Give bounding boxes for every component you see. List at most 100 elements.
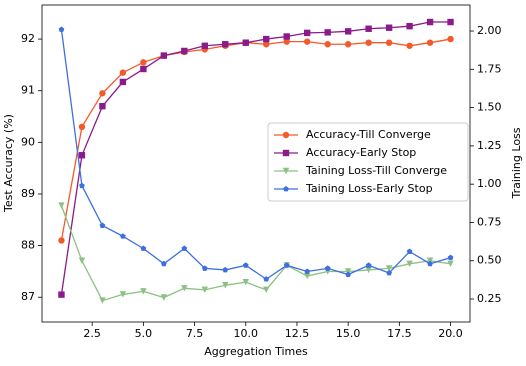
point	[365, 25, 372, 32]
y-tick-label: 90	[21, 135, 35, 148]
point	[385, 24, 393, 31]
y-tick-label: 92	[21, 32, 35, 45]
legend-label: Taining Loss-Till Converge	[305, 164, 447, 177]
point	[201, 42, 209, 49]
y2-axis-label: Training Loss	[510, 127, 523, 199]
point	[99, 222, 106, 228]
point	[344, 268, 352, 275]
legend-marker	[283, 186, 289, 192]
point	[58, 202, 65, 209]
point	[222, 41, 229, 48]
point	[344, 28, 352, 35]
point	[344, 41, 352, 48]
legend-marker	[282, 149, 290, 157]
point	[365, 39, 372, 46]
point	[365, 262, 372, 268]
point	[406, 248, 413, 254]
series-line	[60, 21, 451, 295]
point	[386, 269, 392, 276]
point	[58, 26, 65, 32]
point	[447, 260, 454, 268]
point	[324, 265, 331, 271]
point	[303, 272, 311, 280]
point	[140, 65, 147, 73]
point	[140, 245, 147, 251]
x-tick-label: 20.0	[438, 327, 463, 340]
point	[427, 260, 433, 267]
point	[242, 262, 249, 268]
legend-label: Taining Loss-Early Stop	[305, 182, 433, 195]
point	[447, 35, 454, 43]
y2-tick-label: 1.75	[477, 62, 502, 75]
point	[78, 152, 86, 159]
y-tick-label: 91	[21, 84, 35, 97]
point	[426, 39, 434, 46]
point	[99, 90, 106, 97]
point	[181, 245, 188, 251]
point	[222, 282, 229, 289]
x-tick-label: 12.5	[285, 327, 310, 340]
point	[99, 297, 106, 304]
point	[79, 182, 85, 189]
point	[447, 18, 454, 26]
x-axis-label: Aggregation Times	[204, 345, 308, 358]
x-tick-label: 10.0	[234, 327, 259, 340]
y-tick-label: 87	[21, 290, 35, 303]
point	[365, 266, 372, 274]
point	[263, 35, 270, 43]
point	[304, 268, 311, 274]
point	[406, 260, 413, 268]
point	[303, 29, 311, 37]
x-tick-label: 7.5	[186, 327, 204, 340]
point	[406, 22, 413, 30]
point	[140, 59, 147, 66]
point	[181, 47, 188, 55]
series-line	[60, 29, 451, 280]
point	[78, 123, 86, 131]
point	[283, 262, 290, 268]
x-tick-label: 15.0	[336, 327, 361, 340]
point	[119, 78, 127, 86]
y2-tick-label: 2.00	[477, 24, 502, 37]
point	[303, 38, 311, 45]
point	[385, 265, 393, 272]
y2-tick-label: 1.00	[477, 177, 502, 190]
point	[426, 257, 434, 264]
point	[58, 291, 65, 298]
y-axis-label: Test Accuracy (%)	[2, 114, 15, 213]
x-tick-label: 17.5	[387, 327, 412, 340]
point	[160, 260, 167, 267]
point	[120, 233, 126, 239]
y2-tick-label: 0.50	[477, 254, 502, 267]
legend-marker	[282, 131, 290, 139]
point	[222, 266, 229, 273]
point	[181, 285, 188, 292]
y-tick-label: 89	[21, 187, 35, 200]
legend-marker	[282, 167, 290, 175]
legend-label: Accuracy-Till Converge	[306, 128, 431, 141]
point	[426, 18, 434, 26]
series-line	[60, 205, 451, 302]
point	[385, 39, 393, 46]
y2-tick-label: 1.25	[477, 139, 502, 152]
point	[119, 291, 127, 298]
y2-tick-label: 0.75	[477, 215, 502, 228]
point	[345, 271, 352, 277]
point	[78, 257, 86, 264]
point	[283, 38, 290, 45]
point	[263, 286, 270, 294]
x-tick-label: 2.5	[83, 327, 101, 340]
point	[201, 286, 209, 294]
legend-box	[267, 122, 469, 202]
point	[263, 276, 270, 282]
point	[447, 254, 454, 261]
point	[119, 69, 127, 76]
point	[160, 294, 168, 301]
plot-frame	[41, 4, 471, 323]
legend-label: Accuracy-Early Stop	[306, 146, 416, 159]
point	[263, 41, 270, 48]
point	[324, 29, 331, 36]
y-tick-label: 88	[21, 239, 35, 252]
y2-tick-label: 1.50	[477, 101, 502, 114]
